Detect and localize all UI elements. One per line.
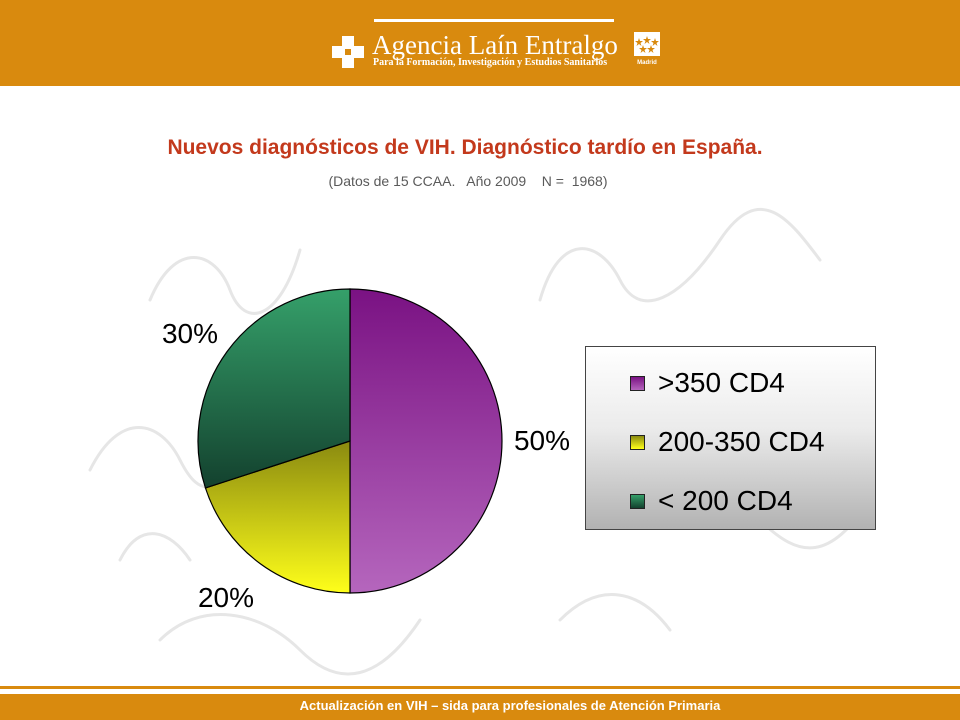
legend-label: >350 CD4 [658,367,785,398]
pie-slice [349,288,503,594]
madrid-label: Madrid [637,60,657,66]
header-bar: Agencia Laín Entralgo Para la Formación,… [0,0,960,86]
slice-label: 30% [162,318,218,349]
legend-label: < 200 CD4 [658,485,793,516]
legend-label: 200-350 CD4 [658,426,825,457]
agency-cross-icon [332,36,364,68]
legend-swatch [630,376,645,391]
slice-label: 50% [514,425,570,456]
chart-legend: >350 CD4 200-350 CD4 < 200 CD4 [585,346,876,530]
footer-rule [0,686,960,689]
slice-label: 20% [198,582,254,613]
pie-slice [197,288,351,489]
legend-swatch [630,435,645,450]
pie-slice [204,440,351,594]
footer-bar: Actualización en VIH – sida para profesi… [0,694,960,720]
footer-text: Actualización en VIH – sida para profesi… [299,698,721,713]
header-rule [374,19,614,22]
legend-swatch [630,494,645,509]
brand-tagline: Para la Formación, Investigación y Estud… [373,57,608,68]
slide-title: Nuevos diagnósticos de VIH. Diagnóstico … [167,136,763,159]
brand-name: Agencia Laín Entralgo [372,30,618,60]
madrid-logo-icon: Madrid [634,32,660,66]
slide-subtitle: (Datos de 15 CCAA. Año 2009 N = 1968) [328,173,608,189]
